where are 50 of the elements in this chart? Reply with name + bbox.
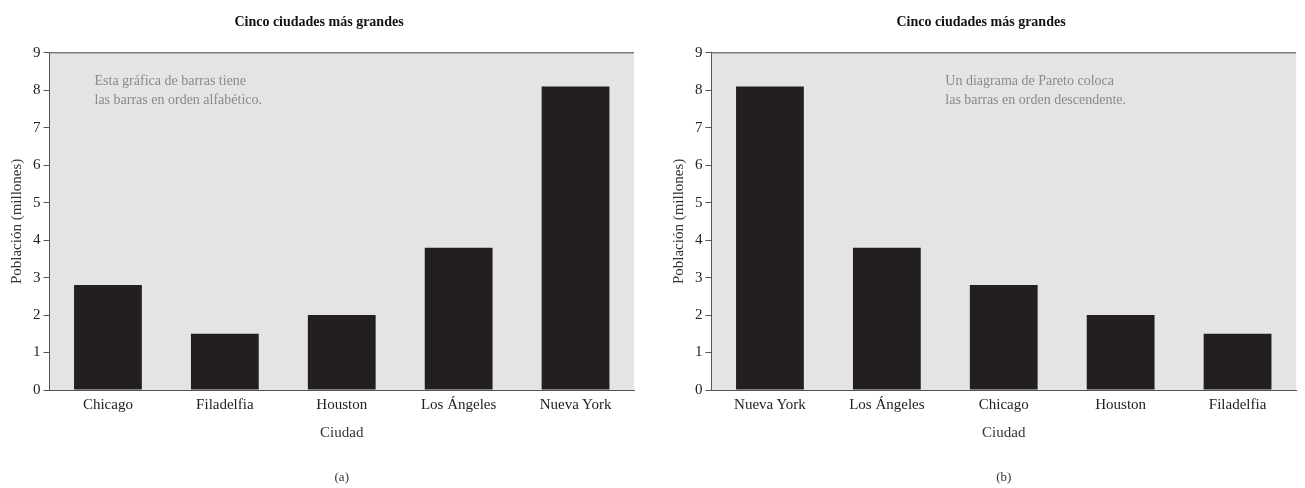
x-axis-title: Ciudad bbox=[982, 423, 1026, 440]
annotation: Un diagrama de Pareto coloca las barras en orden descendente. bbox=[945, 73, 1127, 108]
bar bbox=[190, 333, 259, 390]
y-tick-label: 6 bbox=[695, 156, 703, 173]
y-tick-label: 0 bbox=[695, 380, 703, 397]
y-tick-label: 7 bbox=[695, 118, 703, 135]
x-tick-label: Houston bbox=[316, 395, 368, 412]
x-tick-label: Houston bbox=[1095, 395, 1147, 412]
bar bbox=[852, 247, 921, 390]
y-tick-label: 0 bbox=[33, 380, 41, 397]
chart-title: Cinco ciudades más grandes bbox=[234, 14, 405, 30]
bar bbox=[424, 247, 493, 390]
y-tick-label: 9 bbox=[33, 43, 41, 60]
bar bbox=[74, 285, 142, 390]
y-tick-label: 5 bbox=[695, 193, 703, 210]
chart-title: Cinco ciudades más grandes bbox=[896, 14, 1067, 30]
y-tick-label: 2 bbox=[33, 306, 41, 322]
y-tick-label: 8 bbox=[695, 81, 703, 98]
annotation: Esta gráfica de barras tiene las barras en orden alfabético. bbox=[94, 73, 263, 108]
bar bbox=[969, 285, 1038, 390]
text: (b) bbox=[996, 468, 1012, 484]
y-tick-label: 3 bbox=[695, 268, 703, 285]
y-tick-label: 1 bbox=[33, 343, 41, 360]
x-tick-label: Filadelfia bbox=[1208, 395, 1267, 412]
x-tick-label: Nueva York bbox=[539, 395, 612, 412]
y-tick-label: 4 bbox=[695, 231, 703, 248]
y-tick-label: 1 bbox=[695, 343, 703, 360]
y-tick-label: 3 bbox=[33, 268, 41, 285]
y-axis-title: Población (millones) bbox=[7, 158, 25, 285]
y-tick-label: 9 bbox=[695, 43, 703, 60]
bar bbox=[736, 86, 804, 390]
y-tick-label: 6 bbox=[33, 156, 41, 173]
bar bbox=[307, 315, 376, 390]
bar bbox=[1086, 315, 1155, 390]
bar bbox=[541, 86, 610, 390]
bar bbox=[1203, 333, 1272, 390]
x-tick-label: Los Ángeles bbox=[420, 395, 497, 412]
y-tick-label: 2 bbox=[695, 306, 703, 322]
x-tick-label: Chicago bbox=[82, 395, 133, 412]
y-axis-title: Población (millones) bbox=[669, 158, 687, 285]
x-tick-label: Chicago bbox=[978, 395, 1029, 412]
x-tick-label: Nueva York bbox=[734, 395, 807, 412]
x-axis-title: Ciudad bbox=[320, 423, 364, 440]
x-tick-label: Los Ángeles bbox=[849, 395, 925, 412]
y-tick-label: 5 bbox=[33, 193, 41, 210]
text: (a) bbox=[334, 468, 349, 484]
y-tick-label: 4 bbox=[33, 231, 41, 248]
y-tick-label: 7 bbox=[33, 118, 41, 135]
x-tick-label: Filadelfia bbox=[196, 395, 254, 412]
y-tick-label: 8 bbox=[33, 81, 41, 98]
